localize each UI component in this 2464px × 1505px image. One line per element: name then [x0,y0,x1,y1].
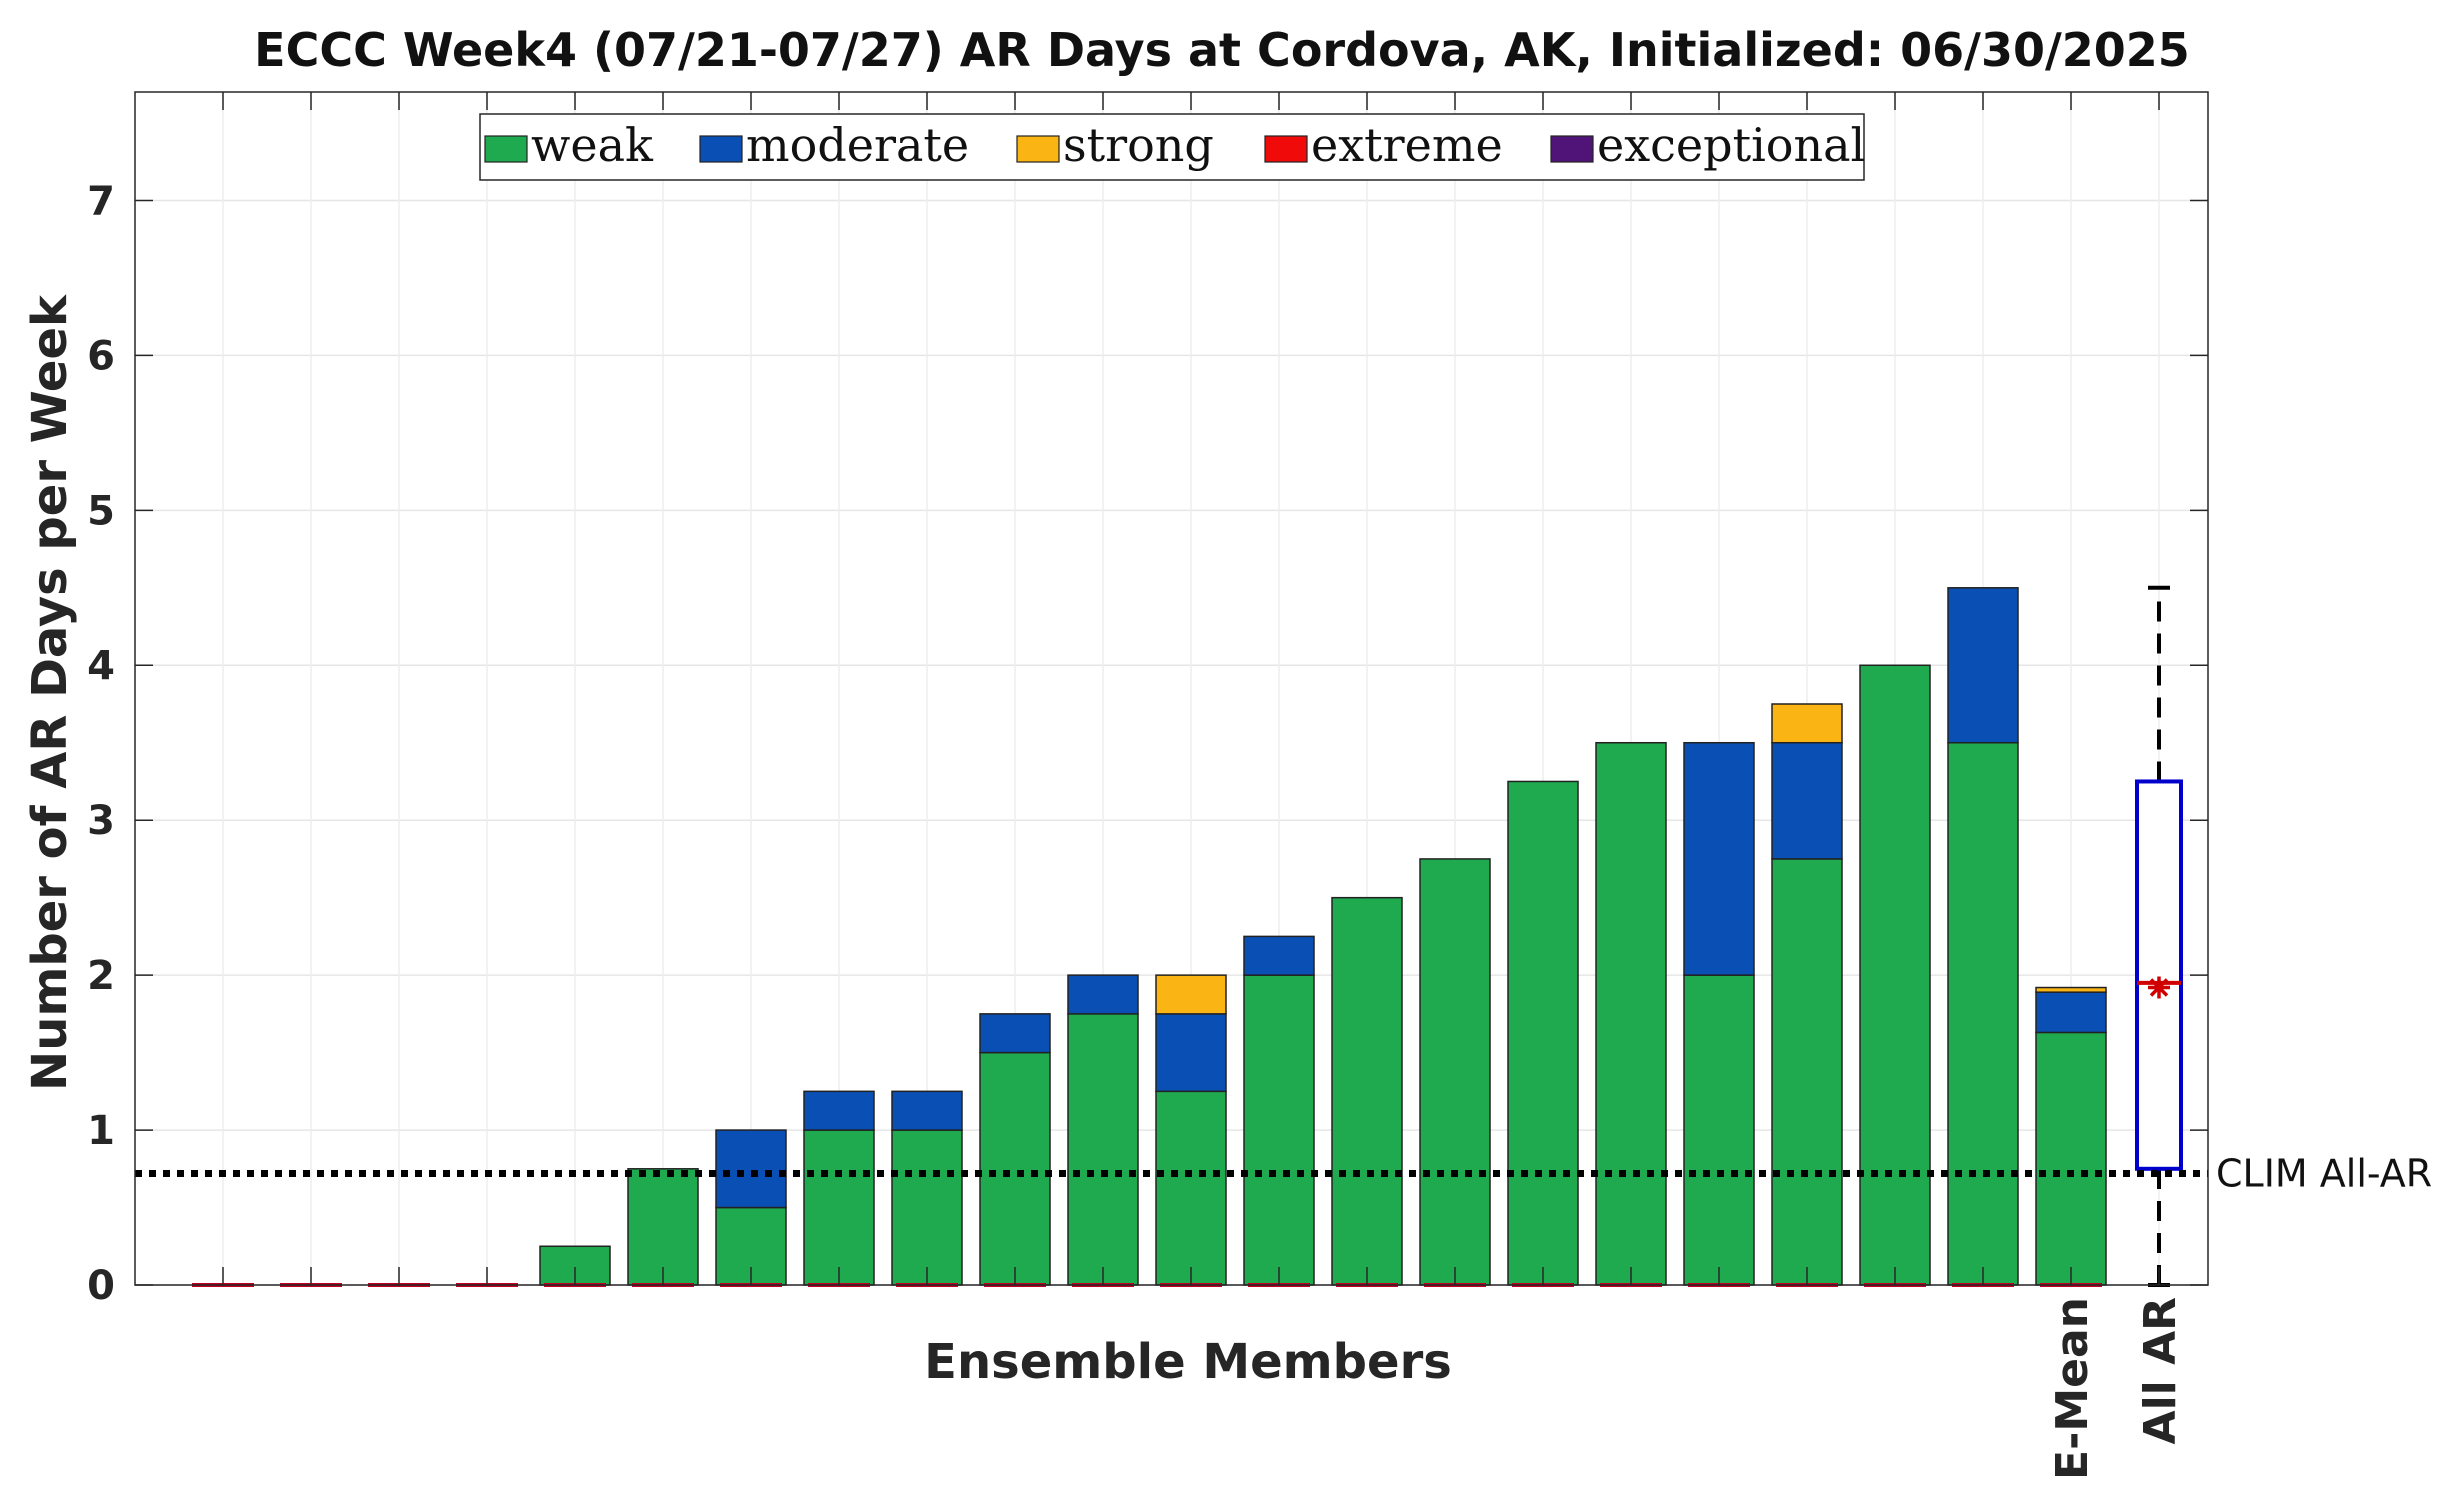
bar-strong [2035,986,2107,993]
boxplot-label: All AR [2135,1297,2186,1444]
legend-swatch-extreme [1264,135,1308,163]
x-axis-label: Ensemble Members [924,1334,1452,1390]
bar-weak [1771,858,1843,1286]
bar-moderate [1067,974,1139,1015]
bar-strong [1155,974,1227,1015]
bar-strong [1771,703,1843,744]
bar-moderate [1683,741,1755,976]
y-tick-label: 4 [87,643,115,689]
bar-weak [1683,974,1755,1286]
bar-weak [1595,741,1667,1286]
plot-area: E-Mean All AR CLIM All-AR 0 1 2 3 4 5 6 7 weak moder… [87,91,2432,1480]
y-tick-label: 2 [87,953,115,999]
bar-moderate [1771,741,1843,860]
legend-label-strong: strong [1063,118,1214,172]
bar-moderate [803,1090,875,1131]
y-tick-label: 5 [87,488,115,534]
bar-moderate [979,1013,1051,1054]
bar-weak [1155,1090,1227,1286]
y-axis-label: Number of AR Days per Week [22,294,78,1091]
legend-swatch-weak [484,135,528,163]
legend-box [479,113,1865,181]
y-tick-label: 1 [87,1108,115,1154]
boxplot-mean-marker [2148,976,2170,999]
bar-weak [1331,896,1403,1286]
category-label: E-Mean [2047,1297,2098,1480]
legend-swatch-moderate [699,135,743,163]
bar-weak [979,1051,1051,1286]
y-tick-label: 6 [87,333,115,379]
bar-weak [2035,1031,2107,1286]
bar-moderate [1155,1013,1227,1093]
bar-weak [1067,1013,1139,1286]
legend-swatch-exceptional [1550,135,1594,163]
bar-moderate [891,1090,963,1131]
bar-weak [1507,780,1579,1286]
bar-weak [803,1129,875,1286]
bar-weak [891,1129,963,1286]
bar-moderate [1243,935,1315,976]
bar-weak [1243,974,1315,1286]
legend-label-weak: weak [531,118,654,172]
bar-weak [1859,664,1931,1286]
legend: weak moderate strong extreme exceptional [479,113,1865,181]
bar-weak [627,1168,699,1286]
bar-weak [1947,741,2019,1286]
bar-moderate [1947,587,2019,744]
bar-weak [1419,858,1491,1286]
axes-frame [134,91,2209,1286]
legend-label-extreme: extreme [1311,118,1503,172]
legend-swatch-strong [1016,135,1060,163]
clim-reference-label: CLIM All-AR [2216,1151,2432,1195]
legend-label-moderate: moderate [746,118,969,172]
chart-title: ECCC Week4 (07/21-07/27) AR Days at Cord… [254,23,2190,77]
y-tick-label: 0 [87,1263,115,1309]
bar-moderate [715,1129,787,1209]
y-tick-label: 3 [87,798,115,844]
legend-label-exceptional: exceptional [1597,118,1865,172]
boxplot-box [2135,779,2183,1171]
bar-moderate [2035,991,2107,1034]
y-tick-label: 7 [87,178,115,224]
